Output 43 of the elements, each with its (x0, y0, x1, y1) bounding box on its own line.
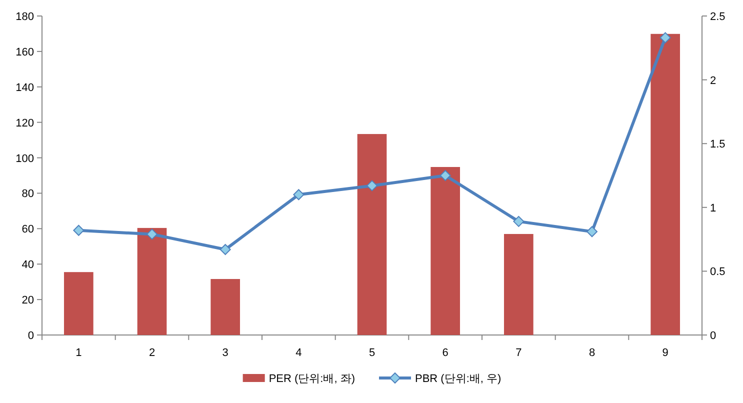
bar (137, 228, 167, 335)
x-tick-label: 4 (296, 347, 302, 359)
bar (430, 166, 460, 335)
x-tick-label: 9 (662, 347, 668, 359)
bar (357, 134, 387, 335)
legend-label: PBR (단위:배, 우) (415, 373, 502, 385)
y2-tick-label: 0.5 (710, 266, 726, 278)
x-tick-label: 2 (148, 347, 156, 359)
bar (650, 34, 680, 335)
x-tick-label: 1 (76, 347, 82, 359)
x-tick-label: 8 (588, 347, 596, 359)
x-tick-label: 5 (368, 347, 376, 359)
y2-tick-label: 0 (710, 330, 716, 342)
point (366, 180, 378, 192)
bar (64, 272, 94, 335)
legend-label: PER (단위:배, 좌) (268, 373, 355, 385)
point (220, 244, 231, 256)
y-tick-label: 160 (16, 46, 34, 58)
bar (504, 234, 534, 335)
y-tick-label: 0 (28, 330, 34, 342)
point (586, 226, 598, 238)
y-tick-label: 120 (16, 117, 34, 130)
x-tick-label: 3 (222, 347, 228, 359)
point (146, 228, 158, 240)
y-tick-label: 180 (16, 11, 34, 23)
x-tick-label: 6 (442, 347, 448, 359)
point (660, 32, 671, 44)
point (440, 170, 451, 181)
y2-tick-label: 1.5 (710, 138, 726, 151)
point (73, 224, 84, 236)
y-tick-label: 140 (16, 82, 34, 94)
x-tick-label: 7 (516, 347, 522, 359)
y-tick-label: 80 (22, 188, 34, 200)
y-tick-label: 60 (22, 224, 34, 236)
y-tick-label: 20 (22, 294, 34, 307)
y2-tick-label: 2.5 (710, 11, 726, 23)
y-tick-label: 100 (16, 152, 34, 165)
point (513, 216, 524, 227)
y2-tick-label: 2 (710, 74, 716, 87)
y2-tick-label: 1 (710, 202, 716, 214)
bar (210, 279, 240, 335)
point (293, 189, 304, 200)
y-tick-label: 40 (22, 259, 34, 272)
